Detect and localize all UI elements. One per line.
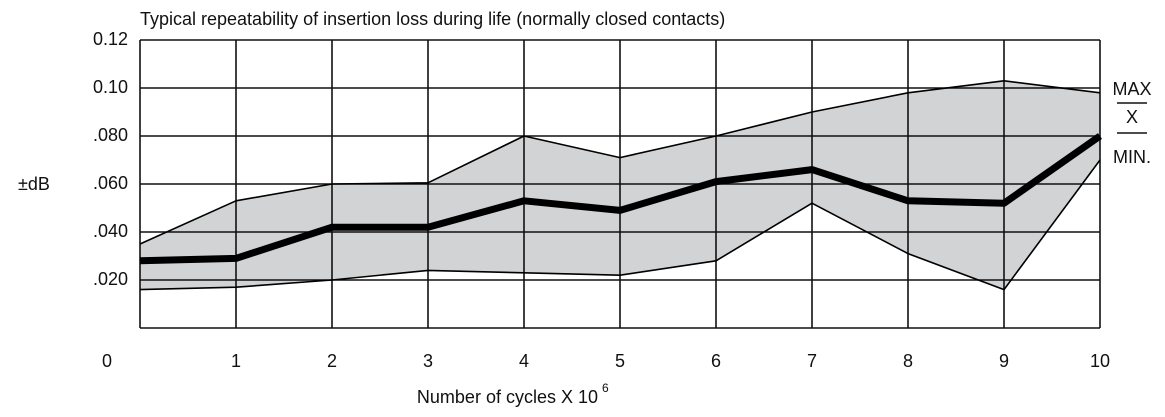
y-tick-label: 0.10	[93, 77, 128, 97]
series-line	[139, 133, 1103, 265]
series-line	[139, 80, 1101, 245]
x-tick-label: 2	[327, 351, 337, 371]
y-tick-label: .020	[93, 269, 128, 289]
x-tick-label: 7	[807, 351, 817, 371]
x-tick-label: 5	[615, 351, 625, 371]
x-tick-label: 6	[711, 351, 721, 371]
series-line	[139, 159, 1101, 291]
y-tick-label: .080	[93, 125, 128, 145]
x-tick-label: 8	[903, 351, 913, 371]
x-tick-label: 10	[1090, 351, 1110, 371]
x-axis-label: Number of cycles X 10	[417, 387, 598, 407]
x-tick-label: 0	[102, 351, 112, 371]
x-axis-label-superscript: 6	[602, 381, 609, 395]
y-tick-label: .060	[93, 173, 128, 193]
y-tick-label: .040	[93, 221, 128, 241]
chart-title: Typical repeatability of insertion loss …	[140, 9, 725, 29]
legend-label: MAX	[1112, 79, 1151, 99]
legend-label: X	[1126, 107, 1138, 127]
x-tick-label: 1	[231, 351, 241, 371]
y-axis-label: ±dB	[18, 174, 50, 194]
x-tick-label: 4	[519, 351, 529, 371]
y-tick-label: 0.12	[93, 29, 128, 49]
x-tick-label: 3	[423, 351, 433, 371]
x-tick-label: 9	[999, 351, 1009, 371]
legend-label: MIN.	[1113, 147, 1151, 167]
